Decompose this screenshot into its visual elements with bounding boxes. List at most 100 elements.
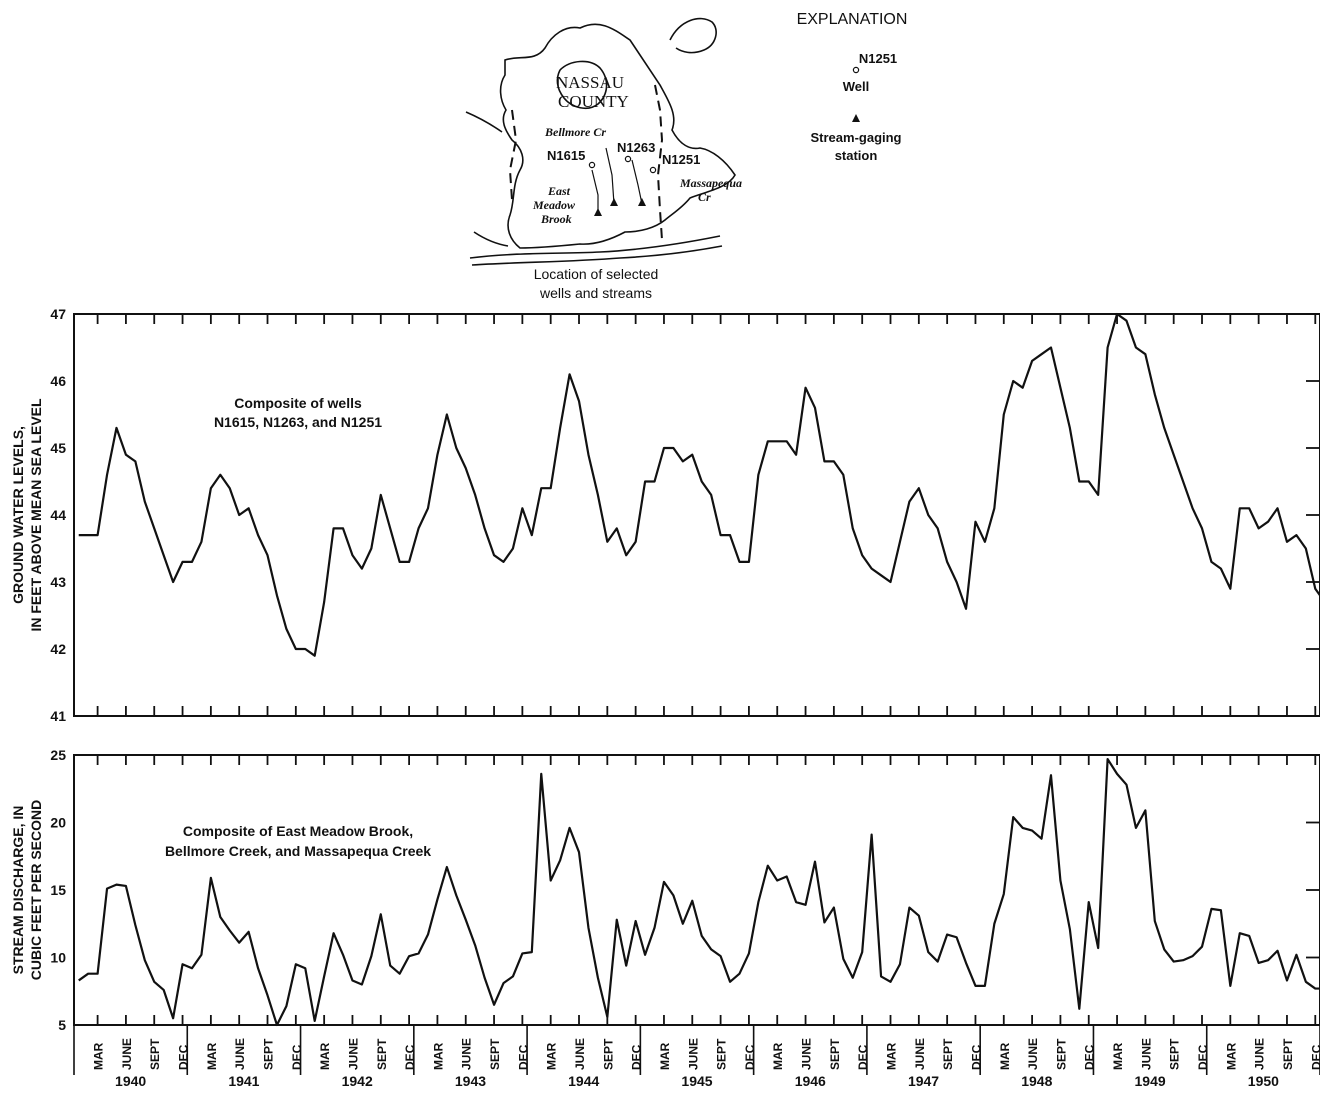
map-peninsula [556, 60, 608, 110]
groundwater-y-axis: 41 42 43 44 45 46 47 [50, 306, 1320, 724]
x-month-label: SEPT [941, 1038, 955, 1070]
map-south-barrier-1 [469, 235, 721, 259]
x-month-label: JUNE [1139, 1038, 1153, 1070]
x-month-label: MAR [318, 1042, 332, 1070]
x-month-label: MAR [885, 1042, 899, 1070]
explanation-legend: EXPLANATION N1251 Well Stream-gaging sta… [797, 11, 908, 163]
x-month-label: SEPT [488, 1038, 502, 1070]
discharge-y-tick-label: 10 [50, 950, 66, 966]
stream-east-meadow [591, 169, 599, 212]
groundwater-annotation-1: Composite of wells [234, 395, 362, 411]
groundwater-y-tick-label: 45 [50, 440, 66, 456]
x-month-label: JUNE [573, 1038, 587, 1070]
x-month-label: SEPT [828, 1038, 842, 1070]
legend-station-symbol [852, 114, 860, 122]
x-year-label: 1948 [1021, 1073, 1052, 1089]
discharge-x-ticks [96, 755, 1317, 1025]
groundwater-y-tick-label: 42 [50, 641, 66, 657]
groundwater-plot-frame [73, 313, 1320, 717]
x-year-label: 1940 [115, 1073, 146, 1089]
x-year-label: 1944 [568, 1073, 599, 1089]
discharge-chart: 5 10 15 20 25 Composite of East Meadow Brook… [10, 747, 1320, 1033]
stream-label-bellmore: Bellmore Cr [544, 125, 606, 139]
county-label-2: COUNTY [558, 92, 629, 111]
well-marker-n1263 [624, 155, 632, 163]
discharge-plot-frame [73, 754, 1320, 1026]
discharge-y-axis: 5 10 15 20 25 [50, 747, 1320, 1033]
gage-marker-bellmore [610, 198, 618, 206]
x-year-labels: 1940 1941 1942 1943 1944 1945 1946 1947 1948 1949… [115, 1073, 1279, 1089]
x-year-label: 1942 [342, 1073, 373, 1089]
x-year-label: 1949 [1135, 1073, 1166, 1089]
groundwater-level-line [78, 312, 1320, 657]
x-month-label: SEPT [601, 1038, 615, 1070]
x-month-label: DEC [1196, 1044, 1210, 1070]
x-month-label: JUNE [233, 1038, 247, 1070]
well-marker-n1251 [649, 166, 657, 174]
stream-label-massapequa-1: Massapequa [679, 176, 742, 190]
explanation-title: EXPLANATION [797, 11, 908, 28]
x-month-label: MAR [771, 1042, 785, 1070]
x-month-label: DEC [1309, 1044, 1320, 1070]
x-month-label: JUNE [1026, 1038, 1040, 1070]
groundwater-y-label-1: GROUND WATER LEVELS, [10, 426, 26, 604]
county-boundary [654, 84, 664, 241]
x-month-label: JUNE [1253, 1038, 1267, 1070]
x-month-label: SEPT [1168, 1038, 1182, 1070]
groundwater-chart: 41 42 43 44 45 46 47 Composite of wells N1615,… [10, 306, 1320, 724]
stream-bellmore [605, 147, 615, 205]
x-month-label: MAR [92, 1042, 106, 1070]
x-month-label: JUNE [120, 1038, 134, 1070]
x-month-label: MAR [545, 1042, 559, 1070]
groundwater-annotation-2: N1615, N1263, and N1251 [214, 414, 382, 430]
map-caption-1: Location of selected [534, 266, 659, 282]
x-month-label: MAR [658, 1042, 672, 1070]
gage-marker-massapequa [638, 198, 646, 206]
discharge-y-label-1: STREAM DISCHARGE, IN [10, 806, 26, 975]
stream-label-east-meadow-3: Brook [540, 212, 572, 226]
location-map [465, 17, 736, 266]
gage-marker-east-meadow [594, 208, 602, 216]
county-label-1: NASSAU [556, 73, 624, 92]
discharge-y-tick-label: 25 [50, 747, 66, 763]
groundwater-y-tick-label: 44 [50, 507, 66, 523]
discharge-annotation-1: Composite of East Meadow Brook, [183, 823, 413, 839]
x-month-labels: MAR JUNE SEPT DEC MAR JUNE SEPT DEC MAR JUNE SEPT D… [73, 1025, 1320, 1075]
stream-label-east-meadow-2: Meadow [532, 198, 576, 212]
x-month-label: SEPT [1054, 1038, 1068, 1070]
x-month-label: JUNE [460, 1038, 474, 1070]
groundwater-y-tick-label: 41 [50, 708, 66, 724]
well-label-n1263: N1263 [617, 140, 655, 155]
x-month-label: SEPT [262, 1038, 276, 1070]
x-month-label: SEPT [375, 1038, 389, 1070]
x-month-label: MAR [205, 1042, 219, 1070]
stream-massapequa [631, 159, 643, 205]
discharge-line [78, 757, 1320, 1027]
legend-station-label-2: station [835, 148, 878, 163]
legend-well-label: Well [843, 79, 870, 94]
x-month-label: DEC [516, 1044, 530, 1070]
legend-station-label-1: Stream-gaging [810, 130, 901, 145]
map-symbols [588, 155, 657, 216]
x-month-label: DEC [403, 1044, 417, 1070]
map-south-barrier-2 [471, 245, 723, 266]
discharge-y-tick-label: 15 [50, 882, 66, 898]
groundwater-y-tick-label: 43 [50, 574, 66, 590]
map-coastline [499, 23, 736, 249]
discharge-annotation-2: Bellmore Creek, and Massapequa Creek [165, 843, 431, 859]
x-month-label: DEC [856, 1044, 870, 1070]
groundwater-y-tick-label: 46 [50, 373, 66, 389]
map-north-inlet [669, 17, 717, 54]
x-month-label: SEPT [148, 1038, 162, 1070]
x-month-label: JUNE [913, 1038, 927, 1070]
groundwater-y-tick-label: 47 [50, 306, 66, 322]
x-month-label: DEC [290, 1044, 304, 1070]
discharge-y-tick-label: 5 [58, 1017, 66, 1033]
x-month-label: DEC [969, 1044, 983, 1070]
x-month-label: DEC [177, 1044, 191, 1070]
well-marker-n1615 [588, 161, 596, 169]
stream-label-east-meadow-1: East [547, 184, 571, 198]
well-label-n1615: N1615 [547, 148, 585, 163]
